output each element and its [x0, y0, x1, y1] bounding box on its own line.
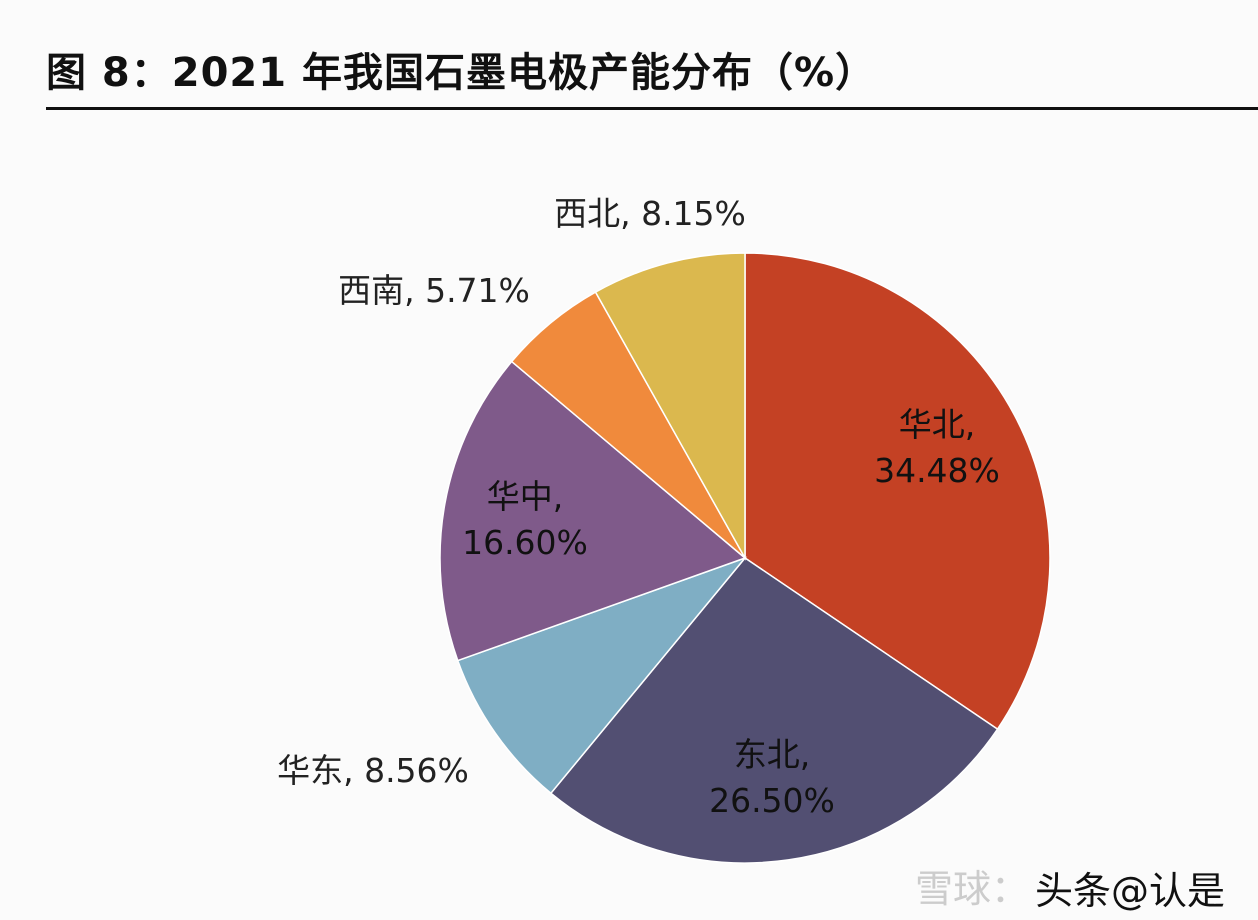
- pie-slice-1: [549, 556, 999, 864]
- label-dongbei: 东北, 26.50%: [709, 735, 835, 820]
- watermark-xueqiu: 雪球：: [915, 867, 1030, 911]
- label-huadong: 华东, 8.56%: [277, 751, 469, 790]
- pie-slice-3: [439, 360, 747, 662]
- title-rule: [46, 107, 1258, 110]
- pie-slice-5: [594, 252, 746, 561]
- label-huabei: 华北, 34.48%: [874, 405, 1000, 490]
- label-xibei: 西北, 8.15%: [554, 194, 746, 233]
- pie-slice-2: [456, 556, 748, 795]
- chart-title: 图 8：2021 年我国石墨电极产能分布（%）: [46, 50, 877, 96]
- label-xinan: 西南, 5.71%: [338, 271, 530, 310]
- watermark-toutiao: 头条@认是: [1035, 869, 1226, 913]
- label-huazhong: 华中, 16.60%: [462, 477, 588, 562]
- pie-slice-0: [744, 252, 1051, 731]
